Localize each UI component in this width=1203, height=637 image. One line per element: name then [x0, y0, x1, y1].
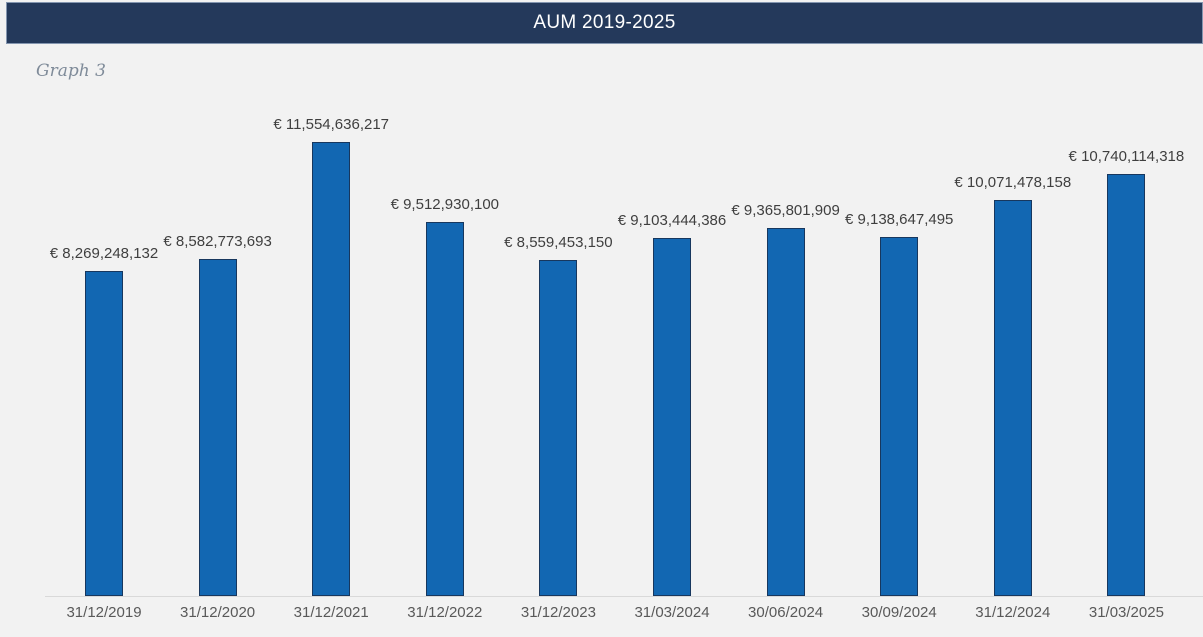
bar-value-label: € 9,138,647,495 [844, 211, 954, 228]
bar [539, 260, 578, 596]
x-axis-label: 31/12/2021 [293, 604, 369, 621]
bar [198, 259, 237, 596]
x-axis-label: 30/09/2024 [861, 604, 937, 621]
x-axis-label: 31/12/2020 [180, 604, 256, 621]
x-axis-label: 31/03/2024 [634, 604, 710, 621]
bar [1107, 174, 1146, 596]
bar [85, 271, 123, 596]
graph-caption: Graph 3 [36, 61, 106, 81]
bar [993, 200, 1032, 596]
bar [425, 222, 464, 596]
bar-value-label: € 11,554,636,217 [273, 116, 390, 133]
x-axis-label: 31/12/2023 [520, 604, 596, 621]
bar-value-label: € 9,365,801,909 [731, 202, 840, 219]
bar [766, 228, 805, 596]
bar-value-label: € 8,559,453,150 [504, 234, 613, 251]
x-axis-label: 31/12/2024 [975, 604, 1051, 621]
bar-value-label: € 10,071,478,158 [954, 174, 1072, 191]
chart-title-band: AUM 2019-2025 [6, 2, 1203, 44]
x-axis-line [45, 596, 1203, 597]
x-axis-label: 30/06/2024 [748, 604, 824, 621]
bar-value-label: € 9,512,930,100 [390, 196, 500, 213]
bar-value-label: € 8,582,773,693 [163, 233, 272, 250]
x-axis-label: 31/12/2022 [407, 604, 483, 621]
bar [653, 238, 691, 596]
chart-title: AUM 2019-2025 [533, 12, 676, 33]
bar-value-label: € 9,103,444,386 [617, 212, 727, 229]
bar [312, 142, 351, 596]
bar [880, 237, 919, 596]
x-axis-label: 31/03/2025 [1088, 604, 1164, 621]
bar-value-label: € 8,269,248,132 [49, 245, 159, 262]
x-axis-label: 31/12/2019 [66, 604, 142, 621]
bar-value-label: € 10,740,114,318 [1068, 148, 1185, 165]
